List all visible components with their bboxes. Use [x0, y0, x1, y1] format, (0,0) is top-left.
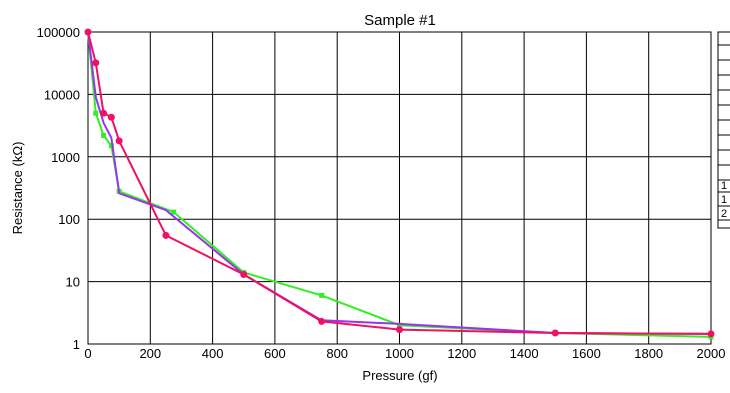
- plot-area-frame: [87, 31, 712, 345]
- data-point: [92, 59, 100, 67]
- y-tick-label: 1: [73, 337, 80, 352]
- data-point: [115, 137, 123, 145]
- data-point: [93, 110, 99, 116]
- series-layer: [84, 28, 715, 340]
- x-tick-label: 2000: [697, 346, 726, 361]
- x-tick-label: 200: [139, 346, 161, 361]
- x-tick-label: 1800: [634, 346, 663, 361]
- x-tick-label: 1200: [447, 346, 476, 361]
- data-point: [707, 330, 715, 338]
- legend-box: 1 1 2: [717, 31, 730, 229]
- data-point: [107, 113, 115, 121]
- x-tick-label: 1600: [572, 346, 601, 361]
- x-tick-label: 400: [202, 346, 224, 361]
- x-axis-label: Pressure (gf): [362, 368, 437, 383]
- data-point: [84, 28, 92, 36]
- legend-frame: [717, 31, 730, 229]
- chart-title: Sample #1: [364, 12, 436, 29]
- x-tick-label: 1000: [385, 346, 414, 361]
- data-point: [108, 143, 114, 149]
- data-point: [162, 231, 170, 239]
- data-point: [100, 109, 108, 117]
- data-point: [319, 292, 325, 298]
- data-point: [396, 326, 403, 334]
- legend-rows: 1 1 2: [718, 44, 730, 221]
- data-point: [101, 132, 107, 138]
- data-point: [551, 329, 559, 337]
- legend-entry-label: 2: [721, 208, 727, 220]
- legend-entry-label: 1: [721, 194, 727, 206]
- data-point: [240, 270, 248, 278]
- data-point: [397, 322, 402, 328]
- data-point: [171, 209, 177, 215]
- x-tick-label: 800: [326, 346, 348, 361]
- y-tick-label: 10000: [44, 87, 80, 102]
- y-tick-label: 100000: [37, 25, 80, 40]
- x-tick-label: 1400: [510, 346, 539, 361]
- y-axis-label: Resistance (kΩ): [10, 142, 25, 235]
- y-tick-label: 100: [58, 212, 80, 227]
- x-tick-label: 0: [84, 346, 91, 361]
- data-point: [318, 317, 326, 325]
- y-tick-labels: 1 10 100 1000 10000 100000: [37, 25, 80, 352]
- x-tick-label: 600: [264, 346, 286, 361]
- x-tick-labels: 0 200 400 600 800 1000 1200 1400 1600 1800 2000: [84, 346, 725, 361]
- y-tick-label: 10: [66, 275, 80, 290]
- legend-entry-label: 1: [721, 180, 727, 192]
- y-tick-label: 1000: [51, 150, 80, 165]
- series-3: [84, 28, 715, 338]
